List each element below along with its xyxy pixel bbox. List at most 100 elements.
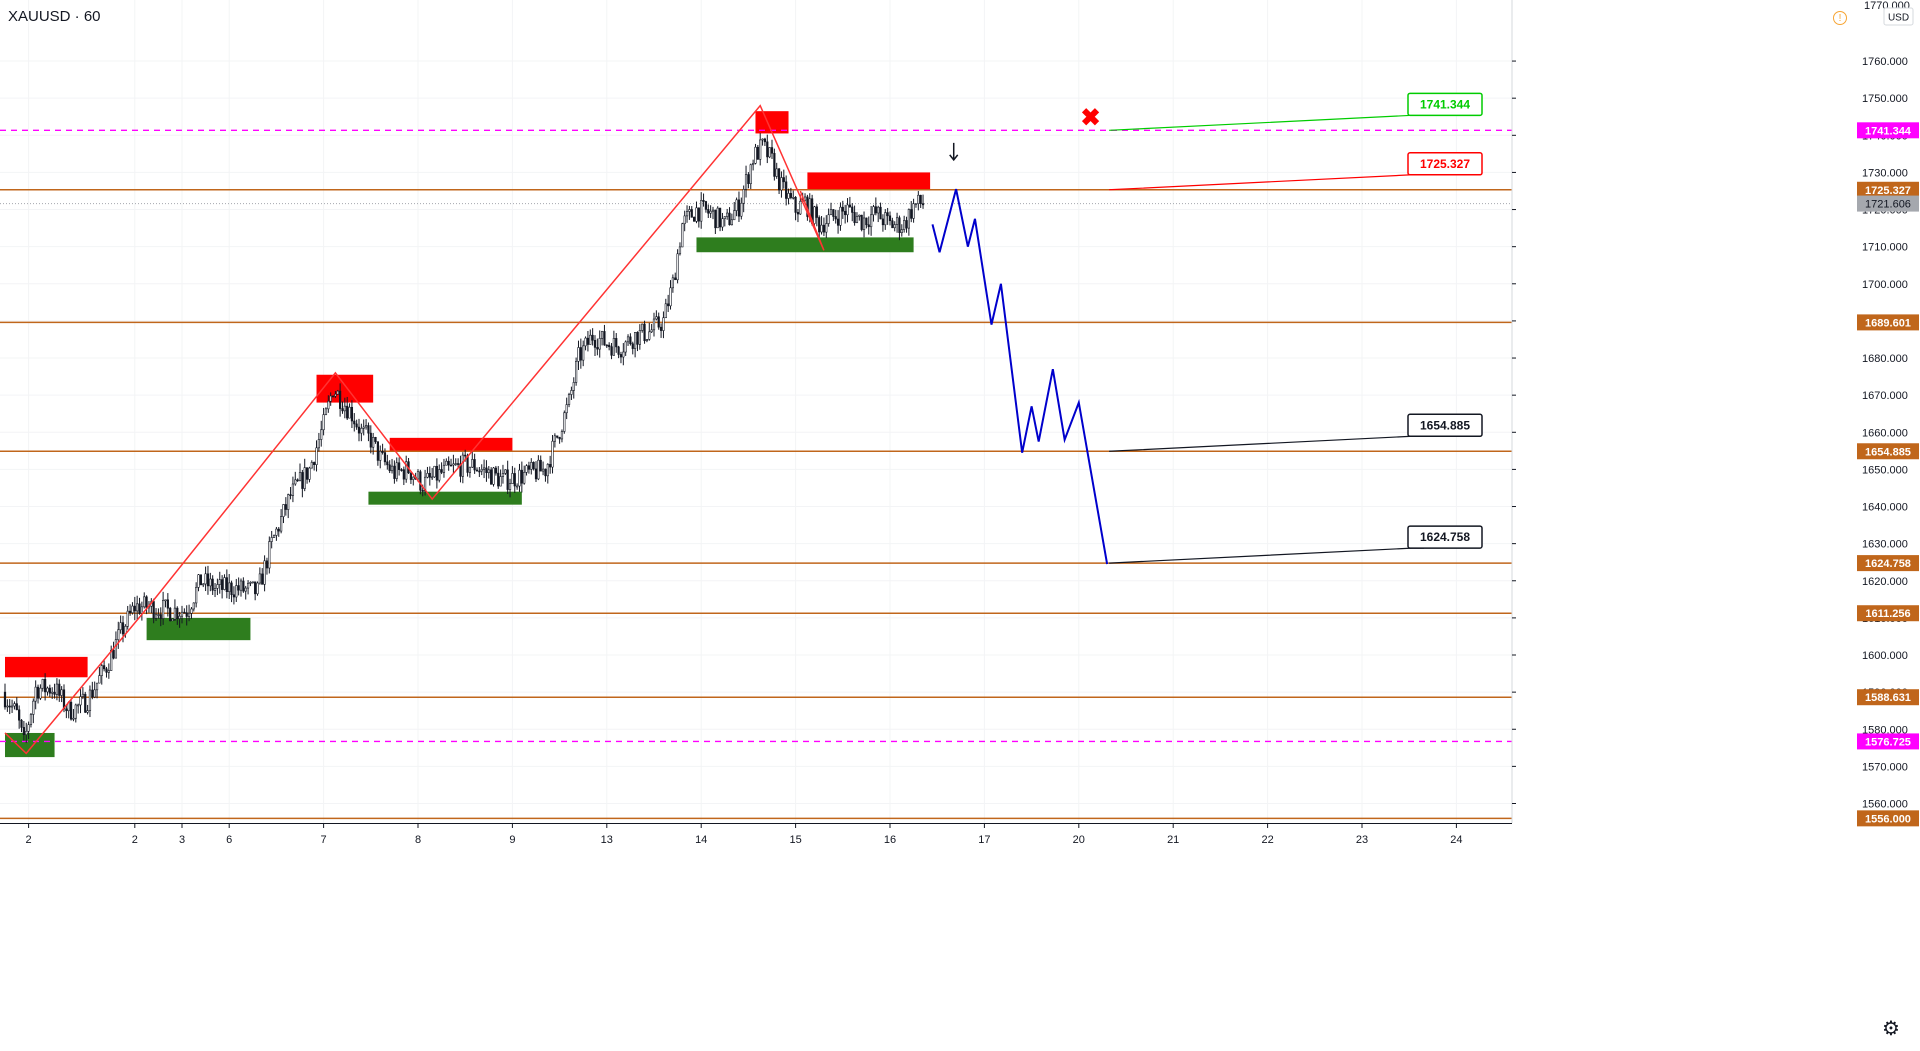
candle-body — [202, 583, 205, 586]
candle-body — [728, 212, 731, 226]
candle-body — [506, 469, 509, 490]
time-axis[interactable]: 2 2 3 6 7 8 9 13 14 15 16 17 20 21 22 23 24 — [0, 823, 1512, 1047]
price-tick-label: 1760.000 — [1862, 56, 1908, 68]
price-tick-label: 1710.000 — [1862, 242, 1908, 254]
candle-body — [88, 689, 92, 711]
price-tick-label: 1640.000 — [1862, 502, 1908, 514]
candle-body — [216, 584, 219, 589]
price-level-tag-label: 1689.601 — [1865, 317, 1911, 329]
candle-body — [69, 701, 73, 720]
candle-body — [669, 287, 672, 307]
candle-body — [674, 277, 677, 281]
candle-body — [685, 211, 689, 217]
candle-body — [711, 209, 715, 212]
price-tick-label: 1660.000 — [1862, 427, 1908, 439]
candle-body — [39, 687, 42, 699]
candle-body — [544, 468, 547, 477]
candle-body — [176, 607, 179, 619]
candle-body — [334, 393, 337, 397]
candle-body — [22, 727, 25, 735]
candle-body — [251, 581, 254, 584]
candle-body — [707, 209, 710, 214]
cross-icon: ✖ — [1081, 105, 1101, 132]
candle-body — [777, 168, 781, 191]
candle-body — [341, 408, 344, 412]
warning-icon[interactable]: ! — [1833, 11, 1847, 25]
candle-body — [636, 331, 639, 345]
candle-body — [822, 224, 826, 233]
candle-body — [51, 691, 54, 694]
candle-body — [872, 206, 875, 216]
candle-body — [232, 594, 236, 598]
candle-body — [579, 347, 582, 361]
time-tick-label: 6 — [226, 834, 232, 846]
candle-body — [622, 351, 625, 358]
candle-body — [893, 224, 896, 229]
demand-zone — [368, 491, 522, 505]
candle-body — [553, 435, 556, 442]
candle-body — [447, 460, 450, 466]
candle-body — [782, 177, 785, 183]
candle-body — [643, 323, 646, 342]
candle-body — [858, 214, 861, 217]
callout-pointer — [1109, 174, 1424, 191]
candle-body — [690, 209, 693, 218]
candle-body — [390, 465, 394, 472]
candle-body — [818, 217, 821, 233]
candle-body — [903, 220, 906, 230]
candle-body — [501, 472, 505, 477]
candle-body — [348, 406, 351, 419]
candle-body — [426, 472, 429, 478]
candle-body — [438, 469, 441, 481]
price-axis[interactable]: 1770.000USD1760.0001750.0001740.0001730.… — [1511, 0, 1920, 1046]
callouts[interactable]: 1741.344 1725.327 1654.885 1624.758 — [1109, 92, 1483, 564]
candle-body — [244, 587, 247, 592]
candle-body — [549, 464, 552, 468]
candle-body — [171, 618, 174, 622]
candle-body — [204, 573, 207, 585]
candle-body — [336, 390, 339, 395]
candle-body — [900, 229, 903, 233]
candle-body — [308, 467, 311, 480]
candle-body — [702, 200, 705, 202]
price-level-tag — [1857, 314, 1919, 331]
candle-body — [454, 463, 457, 465]
candle-body — [659, 326, 663, 331]
price-level-tag-label: 1556.000 — [1865, 813, 1911, 825]
candle-body — [183, 611, 186, 614]
candle-body — [237, 585, 240, 591]
candle-body — [376, 441, 379, 461]
candle-body — [169, 607, 172, 622]
candle-body — [497, 472, 500, 487]
candle-body — [277, 528, 280, 532]
candle-body — [884, 212, 887, 226]
price-tick-label: 1650.000 — [1862, 464, 1908, 476]
callout-label: 1741.344 — [1420, 97, 1470, 111]
candle-body — [157, 614, 160, 616]
price-tick-label: 1570.000 — [1862, 761, 1908, 773]
candle-body — [768, 147, 771, 158]
candle-body — [740, 202, 743, 217]
candle-body — [294, 479, 297, 485]
candle-body — [213, 588, 217, 591]
gear-icon[interactable]: ⚙ — [1882, 1018, 1900, 1040]
candle-body — [827, 214, 830, 224]
candle-body — [862, 217, 866, 230]
candle-body — [25, 730, 28, 735]
candle-body — [803, 196, 807, 201]
candle-body — [464, 454, 467, 457]
candle-body — [714, 209, 717, 229]
candle-body — [870, 214, 873, 228]
candle-body — [362, 426, 365, 429]
candle-body — [209, 578, 212, 587]
candle-body — [10, 705, 14, 708]
zigzag-line — [4, 104, 825, 755]
candle-body — [813, 206, 816, 224]
time-tick-label: 17 — [978, 834, 990, 846]
candle-body — [91, 689, 94, 698]
candle-body — [317, 439, 320, 449]
candle-body — [329, 395, 332, 402]
candle-body — [339, 390, 342, 409]
